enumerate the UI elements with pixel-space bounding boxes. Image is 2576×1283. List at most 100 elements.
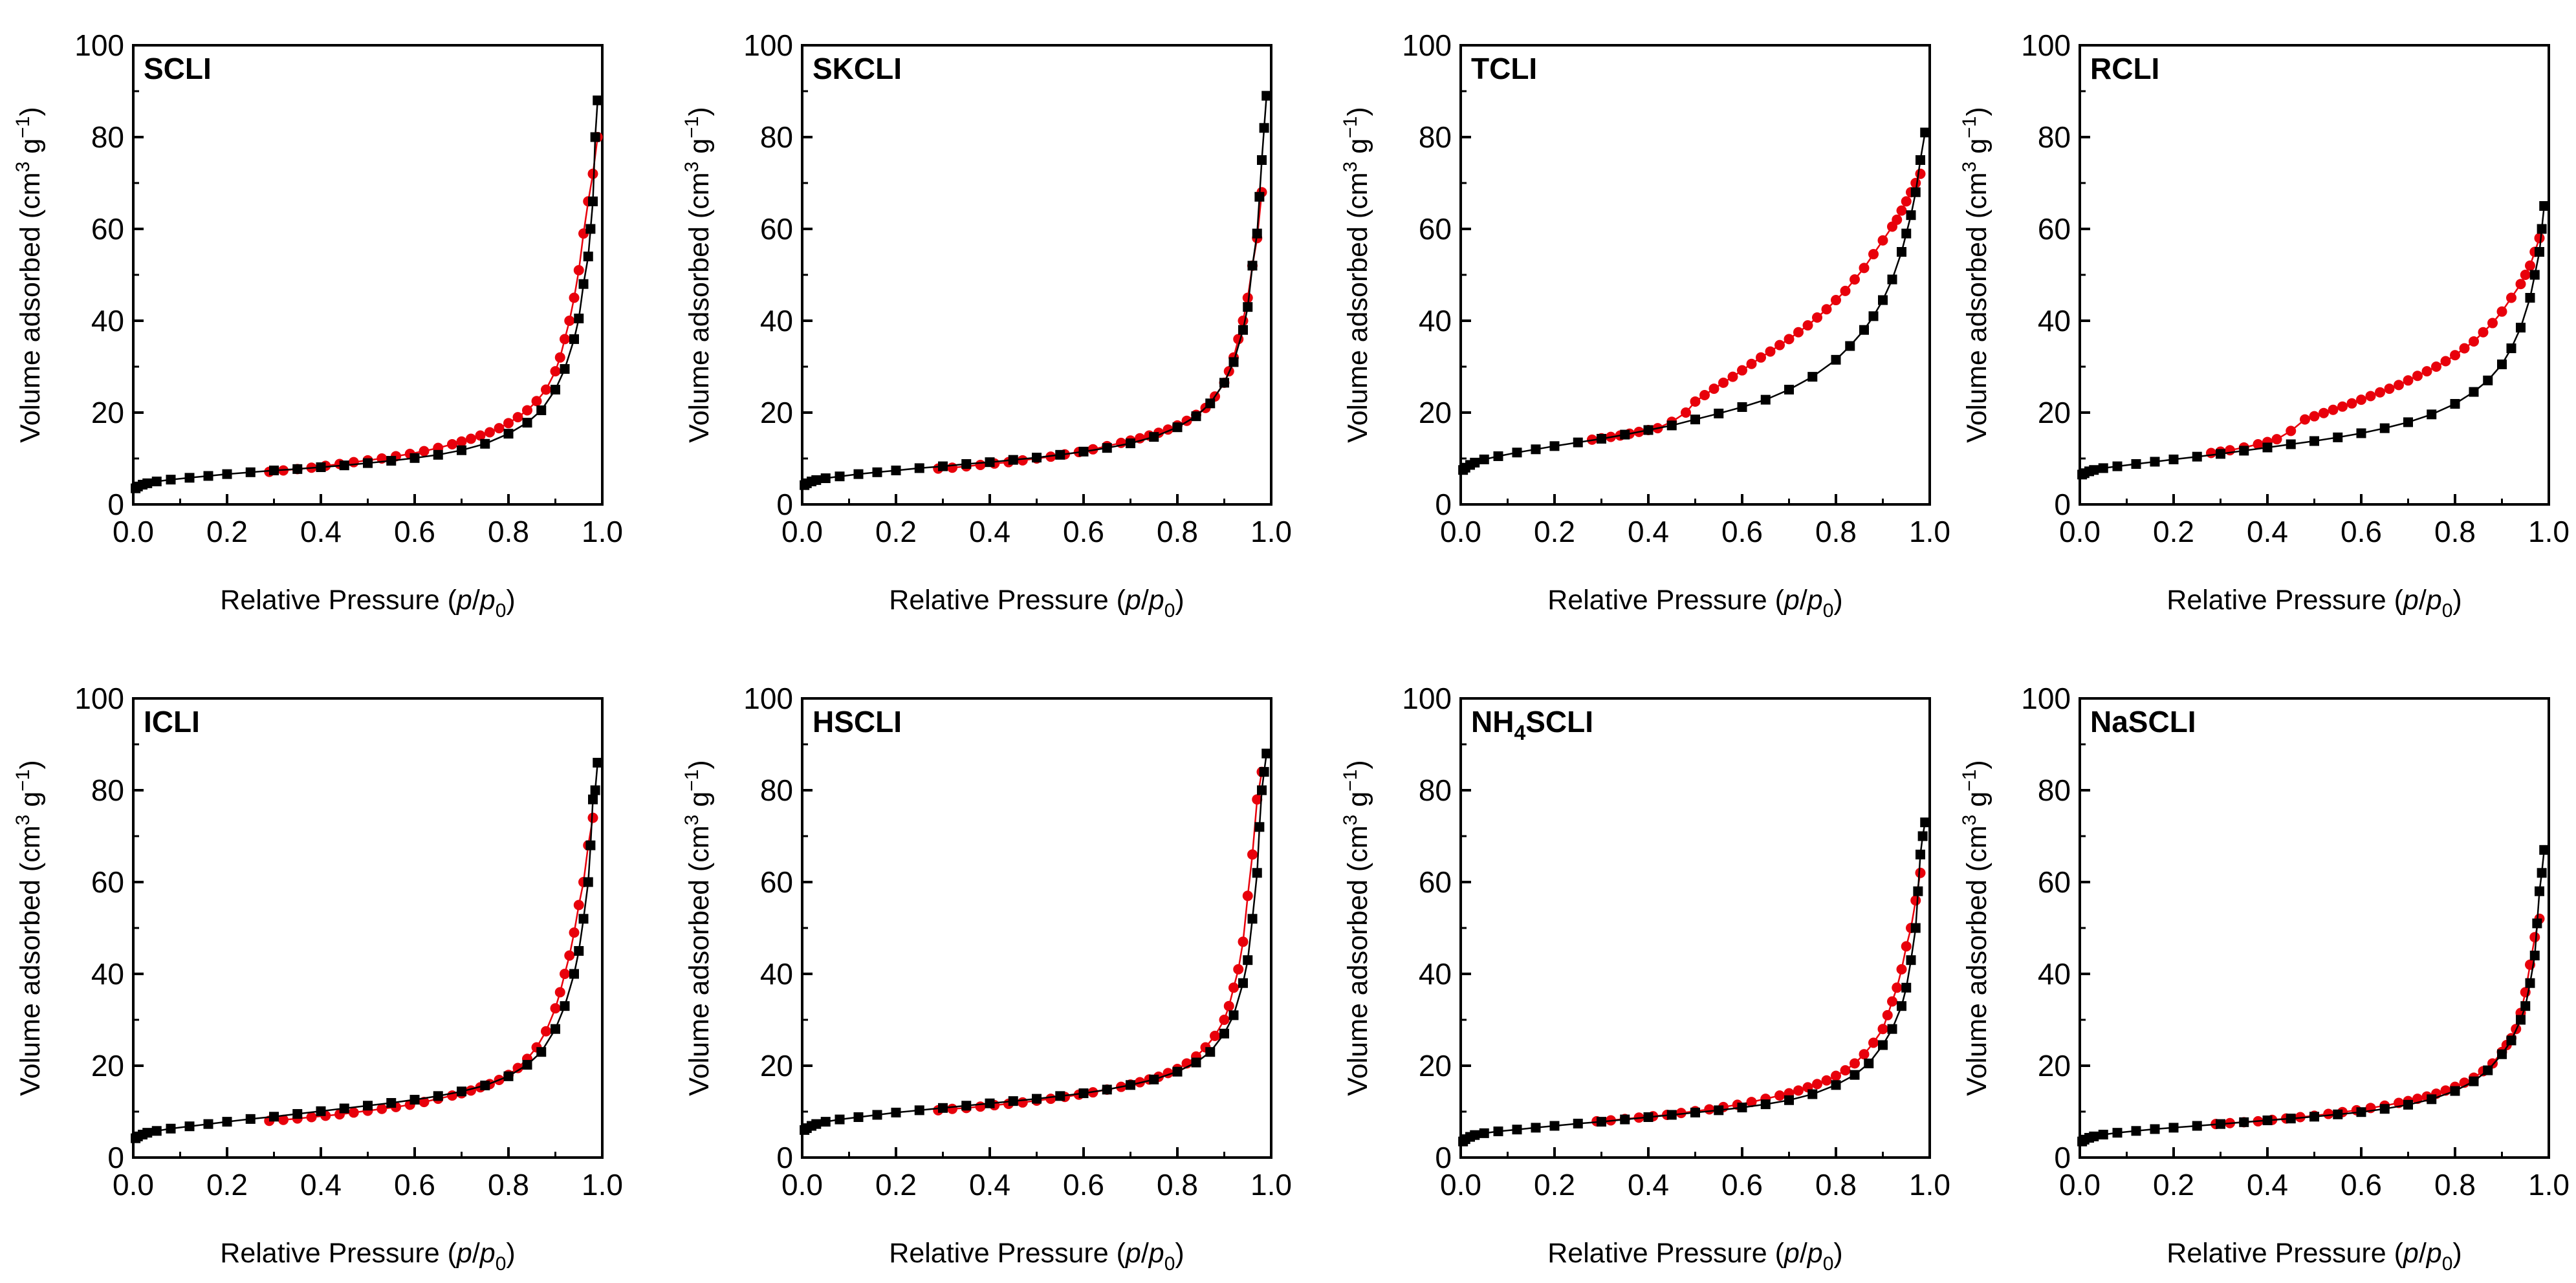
- y-tick-label: 20: [2038, 396, 2071, 429]
- data-point-adsorption: [1531, 1123, 1541, 1133]
- data-point-desorption: [2375, 387, 2385, 398]
- data-point-adsorption: [245, 467, 256, 477]
- data-point-adsorption: [166, 1123, 176, 1134]
- panel-nh4scli: 0.0 0.2 0.4 0.6 0.8 1.0 0 20 40 60 80 100 Relative P…: [1340, 682, 1950, 1275]
- y-tick-label: 80: [760, 773, 793, 807]
- data-point-adsorption: [1737, 402, 1747, 412]
- data-point-desorption: [512, 1062, 523, 1073]
- x-tick-label: 0.2: [2153, 1168, 2194, 1202]
- data-point-adsorption: [1126, 1080, 1135, 1090]
- data-point-adsorption: [2168, 454, 2179, 464]
- data-point-adsorption: [1205, 1047, 1216, 1057]
- data-point-adsorption: [457, 1086, 466, 1097]
- data-point-desorption: [1821, 1075, 1832, 1086]
- data-point-desorption: [2365, 391, 2376, 402]
- x-axis-label: Relative Pressure (p/p0): [1547, 585, 1842, 621]
- data-point-adsorption: [578, 279, 589, 289]
- data-point-desorption: [1238, 316, 1249, 326]
- data-point-adsorption: [961, 1101, 972, 1111]
- data-point-desorption: [2384, 383, 2395, 394]
- data-point-adsorption: [409, 1095, 420, 1105]
- x-tick-label: 0.8: [1815, 515, 1857, 548]
- data-point-adsorption: [590, 785, 600, 795]
- series-desorption: [933, 766, 1267, 1116]
- data-point-desorption: [1892, 982, 1903, 993]
- y-axis-label: Volume adsorbed (cm3 g−1): [12, 107, 46, 442]
- x-tick-label: 1.0: [2528, 1168, 2570, 1202]
- data-point-desorption: [2469, 336, 2479, 347]
- data-point-adsorption: [1878, 1040, 1888, 1050]
- data-point-adsorption: [588, 794, 598, 804]
- data-point-adsorption: [2403, 417, 2413, 427]
- data-point-adsorption: [1512, 1125, 1522, 1135]
- data-point-adsorption: [316, 462, 326, 472]
- data-point-desorption: [1238, 936, 1249, 947]
- data-point-adsorption: [2309, 436, 2319, 446]
- data-point-desorption: [1774, 1090, 1785, 1101]
- data-point-adsorption: [938, 461, 948, 471]
- data-point-adsorption: [1690, 1107, 1700, 1117]
- panel-title: RCLI: [2090, 52, 2159, 85]
- data-point-desorption: [1887, 996, 1897, 1007]
- data-point-desorption: [2346, 398, 2357, 409]
- data-point-desorption: [550, 366, 561, 377]
- data-point-adsorption: [536, 1047, 547, 1057]
- data-point-desorption: [1765, 346, 1776, 357]
- data-point-desorption: [1233, 964, 1244, 975]
- y-tick-label: 20: [1419, 396, 1452, 429]
- data-point-desorption: [1812, 312, 1822, 323]
- data-point-adsorption: [2333, 1109, 2343, 1119]
- data-point-adsorption: [1920, 127, 1930, 138]
- x-tick-label: 0.6: [2341, 1168, 2382, 1202]
- data-point-desorption: [1784, 334, 1795, 345]
- data-point-adsorption: [574, 946, 584, 956]
- series-line-adsorption: [135, 762, 599, 1139]
- data-point-adsorption: [203, 1119, 213, 1129]
- data-point-desorption: [1915, 168, 1926, 179]
- series-adsorption: [2077, 845, 2549, 1147]
- data-point-desorption: [541, 384, 551, 395]
- data-point-adsorption: [2131, 459, 2141, 469]
- data-point-adsorption: [569, 969, 579, 979]
- data-point-adsorption: [1831, 354, 1841, 365]
- data-point-adsorption: [2112, 1128, 2123, 1138]
- data-point-desorption: [1802, 320, 1813, 331]
- y-tick-label: 60: [760, 212, 793, 246]
- plot-frame: [801, 44, 1272, 506]
- x-tick-label: 0.8: [1157, 1168, 1198, 1202]
- data-point-adsorption: [1666, 420, 1677, 431]
- x-tick-label: 0.2: [2153, 515, 2194, 548]
- data-point-adsorption: [1916, 849, 1925, 859]
- data-point-desorption: [1681, 407, 1691, 418]
- plot-frame: [132, 697, 604, 1159]
- data-point-adsorption: [1549, 1121, 1560, 1131]
- data-point-desorption: [1831, 1070, 1841, 1081]
- y-tick-label: 20: [2038, 1049, 2071, 1083]
- y-tick-label: 100: [2021, 28, 2071, 62]
- data-point-desorption: [2271, 434, 2282, 445]
- y-tick-label: 80: [2038, 120, 2071, 154]
- data-point-adsorption: [339, 460, 349, 471]
- x-tick-label: 1.0: [1909, 1168, 1950, 1202]
- data-point-desorption: [1831, 295, 1841, 306]
- data-point-desorption: [569, 927, 580, 938]
- data-point-adsorption: [2403, 1099, 2413, 1110]
- data-point-adsorption: [578, 914, 589, 924]
- data-point-adsorption: [1897, 247, 1906, 257]
- y-tick-label: 60: [2038, 865, 2071, 899]
- x-tick-label: 0.2: [875, 515, 917, 548]
- series-adsorption: [1458, 127, 1930, 475]
- y-tick-label: 20: [760, 1049, 793, 1083]
- data-point-desorption: [2412, 371, 2423, 382]
- data-point-adsorption: [184, 1121, 195, 1132]
- data-point-adsorption: [1252, 228, 1262, 239]
- data-point-adsorption: [363, 458, 373, 468]
- data-point-adsorption: [1259, 767, 1269, 777]
- y-tick-label: 20: [91, 1049, 124, 1083]
- data-point-desorption: [2520, 270, 2531, 280]
- data-point-adsorption: [269, 465, 279, 475]
- data-point-adsorption: [914, 463, 924, 473]
- data-point-adsorption: [1549, 441, 1560, 451]
- data-point-desorption: [1699, 390, 1710, 401]
- data-point-adsorption: [1102, 443, 1112, 453]
